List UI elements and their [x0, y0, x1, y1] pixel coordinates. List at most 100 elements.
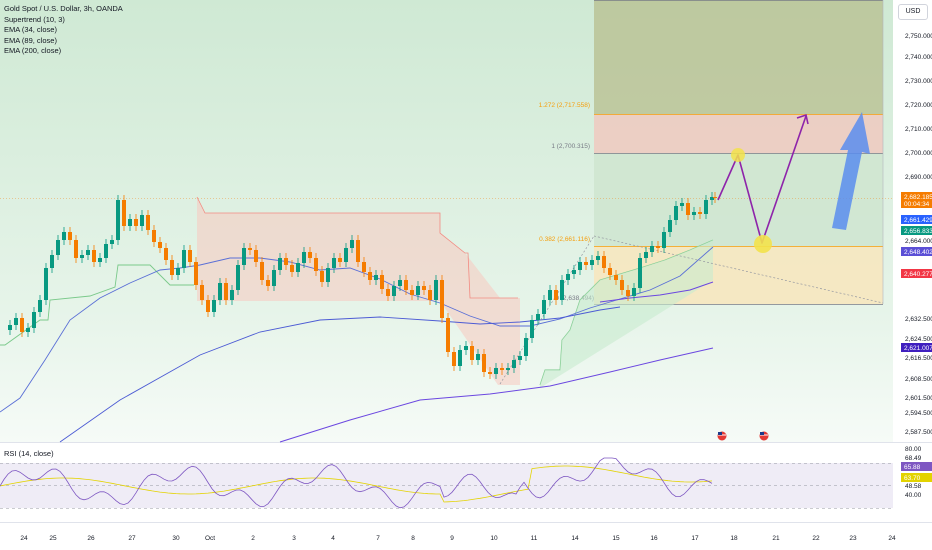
trendline-dotted-left [499, 235, 595, 385]
fib-zone-1272 [594, 114, 883, 153]
time-tick-label: 4 [331, 535, 335, 542]
candle [488, 367, 492, 379]
time-tick-label: 9 [450, 535, 454, 542]
price-tag-value: 2,661.429 [904, 217, 932, 224]
supertrend-bull-fill [540, 240, 713, 388]
candle [692, 207, 696, 220]
indicator-ema89[interactable]: EMA (89, close) [4, 35, 57, 45]
fib-zone-top [594, 0, 883, 114]
candle-body [152, 230, 156, 242]
candle-body [218, 283, 222, 300]
candle-body [674, 206, 678, 220]
candle [290, 260, 294, 277]
candle [86, 245, 90, 260]
candle [542, 295, 546, 319]
candle [224, 278, 228, 305]
price-tick-label: 2,601.500 [905, 395, 932, 402]
candle [368, 267, 372, 285]
candle-body [356, 240, 360, 262]
candle [440, 275, 444, 323]
candle [8, 320, 12, 335]
candle-body [554, 290, 558, 300]
price-tick-label: 2,664.000 [905, 238, 932, 245]
time-tick-label: 8 [411, 535, 415, 542]
candle-body [80, 255, 84, 258]
rsi-tick-label: 68.49 [905, 455, 922, 462]
candle [26, 323, 30, 337]
candle [260, 257, 264, 285]
candle [182, 245, 186, 273]
candle [710, 192, 714, 205]
candle [284, 253, 288, 270]
candle [206, 295, 210, 317]
candle [236, 260, 240, 295]
currency-button[interactable]: USD [898, 4, 928, 20]
candle-body [14, 318, 18, 325]
candle-body [566, 274, 570, 280]
price-tag: 2,640.277 [901, 269, 932, 278]
candle [548, 285, 552, 305]
candle-body [62, 232, 66, 240]
time-tick-label: Oct [205, 535, 215, 542]
candle-body [110, 240, 114, 244]
rsi-tag-bg [901, 462, 932, 471]
fib-label: 0.382 (2,661.116) [539, 236, 590, 243]
candle [338, 253, 342, 267]
symbol-title[interactable]: Gold Spot / U.S. Dollar, 3h, OANDA [4, 4, 123, 13]
candle-body [242, 248, 246, 265]
candle-body [470, 346, 474, 360]
forecast-target-marker [731, 148, 745, 162]
candle [320, 266, 324, 287]
supertrend-bear-line [196, 196, 518, 299]
ema34-line [0, 246, 714, 413]
indicator-ema200[interactable]: EMA (200, close) [4, 46, 62, 55]
price-tag: 2,661.429 [901, 215, 932, 224]
candle-body [212, 300, 216, 312]
candle-body [362, 262, 366, 272]
candle-body [428, 290, 432, 300]
price-tag-value: 2,648.402 [904, 249, 932, 256]
price-tag-bg [901, 269, 932, 278]
candle [590, 255, 594, 270]
candle-body [272, 270, 276, 286]
candle [266, 275, 270, 291]
indicator-supertrend[interactable]: Supertrend (10, 3) [4, 14, 65, 24]
candle-body [140, 215, 144, 226]
candle [572, 265, 576, 279]
trendline-dotted [593, 235, 884, 304]
candle-body [176, 268, 180, 275]
price-tag-countdown: 00:04:34 [904, 201, 930, 208]
candle [308, 247, 312, 263]
candle [230, 285, 234, 305]
candle [464, 341, 468, 355]
candle-body [404, 280, 408, 290]
time-tick-label: 7 [376, 535, 380, 542]
price-tick-label: 2,616.500 [905, 355, 932, 362]
rsi-title[interactable]: RSI (14, close) [4, 449, 54, 458]
candle [608, 263, 612, 280]
indicator-ema34[interactable]: EMA (34, close) [4, 25, 57, 34]
candle-body [704, 200, 708, 214]
candle-body [482, 354, 486, 372]
candle-body [200, 285, 204, 300]
supertrend-bear-fill [197, 197, 520, 385]
price-tag-value: 2,656.833 [904, 228, 932, 235]
us-event-icon-canton [760, 432, 764, 435]
candle-body [512, 360, 516, 368]
candle [536, 309, 540, 325]
candle-body [224, 283, 228, 300]
forecast-big-arrow [832, 112, 870, 230]
candle-body [392, 286, 396, 296]
candle [518, 351, 522, 365]
candle [626, 285, 630, 301]
candle [176, 263, 180, 280]
time-tick-label: 18 [730, 535, 738, 542]
candle [296, 258, 300, 277]
rsi-ma-line [0, 465, 713, 503]
candle-body [488, 372, 492, 374]
forecast-arrowhead [796, 113, 809, 125]
candle [62, 227, 66, 245]
time-tick-label: 24 [888, 535, 896, 542]
